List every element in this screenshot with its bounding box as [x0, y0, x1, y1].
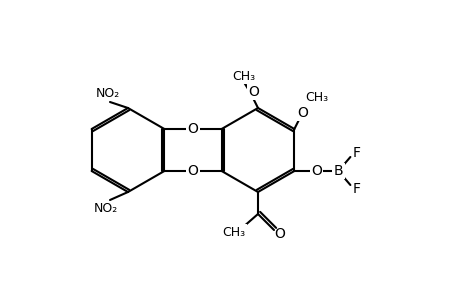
Text: O: O: [248, 85, 259, 99]
Text: NO₂: NO₂: [94, 202, 118, 215]
Text: Methoxy: Methoxy: [246, 75, 252, 76]
Text: O: O: [187, 164, 198, 178]
Text: O: O: [274, 227, 285, 241]
Text: B: B: [333, 164, 342, 178]
Text: O: O: [310, 164, 321, 178]
Text: CH₃: CH₃: [304, 91, 327, 103]
Text: CH₃: CH₃: [232, 70, 255, 83]
Text: O: O: [297, 106, 307, 120]
Text: O: O: [244, 76, 255, 90]
Text: CH₃: CH₃: [222, 226, 245, 238]
Text: F: F: [352, 146, 359, 160]
Text: O: O: [187, 122, 198, 136]
Text: NO₂: NO₂: [95, 87, 120, 100]
Text: F: F: [352, 182, 359, 196]
